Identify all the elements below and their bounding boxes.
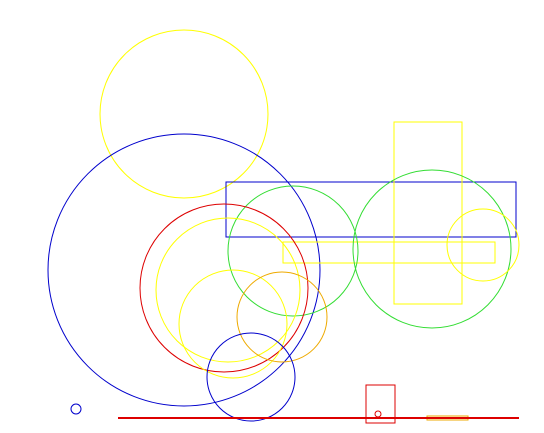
yellow-circle-lower: [178, 269, 288, 379]
yellow-circle-medium: [155, 217, 301, 363]
yellow-circle-large: [99, 29, 269, 199]
orange-circle: [236, 271, 328, 363]
green-circle-right: [352, 169, 512, 329]
blue-circle-bottom: [206, 332, 296, 422]
red-rectangle-small: [365, 384, 396, 424]
blue-circle-tiny: [70, 403, 82, 415]
yellow-rectangle-wide: [282, 241, 496, 264]
red-circle-tiny: [374, 410, 382, 418]
green-circle-middle: [227, 185, 359, 317]
yellow-circle-small-right: [446, 208, 520, 282]
blue-rectangle-wide: [225, 181, 517, 238]
yellow-rectangle-tall: [393, 121, 463, 305]
blue-circle-large: [47, 133, 321, 407]
red-circle: [139, 203, 309, 373]
